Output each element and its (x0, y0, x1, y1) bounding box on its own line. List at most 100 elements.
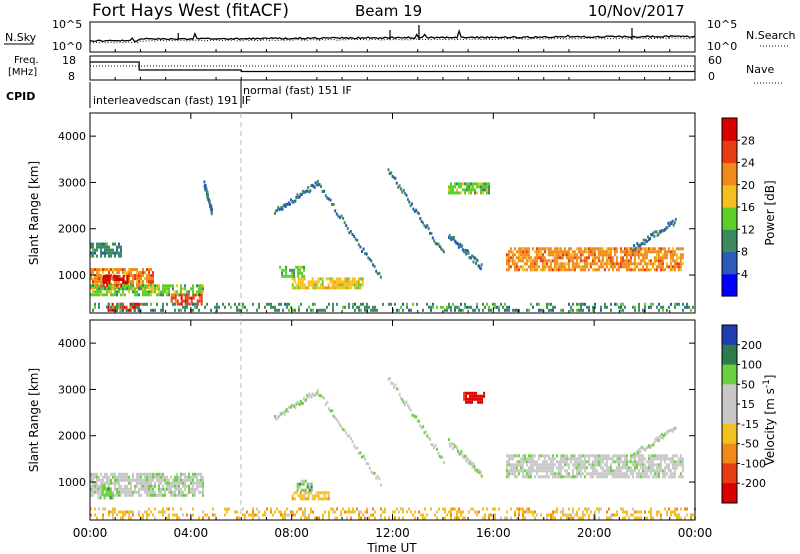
nave-tick-top: 60 (708, 54, 722, 67)
colorbar-swatch (722, 325, 737, 346)
x-tick-label: 04:00 (174, 526, 209, 540)
echo-region (505, 247, 684, 272)
echo-trace (274, 180, 319, 215)
echo-trace (316, 183, 382, 279)
colorbar-tick-label: -15 (741, 418, 759, 431)
colorbar-tick-label: 28 (741, 134, 755, 147)
colorbar-tick-label: 8 (741, 246, 748, 259)
echo-region (90, 507, 696, 520)
colorbar-swatch (722, 423, 737, 445)
time-axis: 00:00 04:00 08:00 12:00 16:00 20:00 00:00 (73, 49, 713, 540)
y-tick-label: 3000 (58, 383, 86, 396)
power-panel-bg (90, 113, 695, 313)
nsearch-label: N.Search (746, 29, 796, 42)
freq-panel-frame (89, 55, 696, 81)
nsky-label: N.Sky (5, 31, 37, 44)
y-tick-label: 1000 (58, 476, 86, 489)
nsky-tick-bottom: 10^0 (52, 40, 82, 53)
freq-trace (90, 61, 695, 73)
x-tick-label: 00:00 (678, 526, 713, 540)
echo-region (102, 275, 129, 287)
colorbar-swatch (722, 273, 737, 297)
nave-label: Nave (746, 63, 774, 76)
colorbar-swatch (722, 207, 737, 230)
x-tick-label: 16:00 (476, 526, 511, 540)
colorbar-tick-label: 16 (741, 201, 755, 214)
colorbar-swatch (722, 140, 737, 164)
colorbar-swatch (722, 483, 737, 504)
date-label: 10/Nov/2017 (588, 2, 685, 20)
echo-region (291, 277, 364, 290)
x-tick-label: 08:00 (274, 526, 309, 540)
colorbar-tick-label: -50 (741, 438, 759, 451)
colorbar-swatch (722, 364, 737, 385)
echo-region (291, 491, 330, 501)
echo-region (279, 265, 306, 278)
velocity-colorbar-label: Velocity [m s-1] (762, 375, 777, 466)
echo-trace (632, 218, 677, 253)
nsky-series (89, 28, 696, 42)
colorbar-tick-label: 24 (741, 157, 755, 170)
x-tick-label: 20:00 (577, 526, 612, 540)
colorbar-swatch (722, 443, 737, 464)
colorbar-swatch (722, 384, 737, 405)
echo-region (90, 242, 122, 258)
cpid-entry-interleaved: interleavedscan (fast) 191 IF (93, 94, 251, 107)
echo-region (505, 454, 684, 479)
echo-trace (274, 388, 319, 421)
echo-region (92, 302, 694, 312)
colorbar-tick-label: 100 (741, 359, 762, 372)
power-colorbar: 4 8 12 16 20 24 28 (721, 117, 755, 297)
colorbar-tick-label: -200 (741, 477, 766, 490)
y-tick-label: 2000 (58, 223, 86, 236)
echo-region (97, 484, 114, 500)
y-tick-label: 2000 (58, 430, 86, 443)
colorbar-tick-label: -100 (741, 457, 766, 470)
y-tick-label: 3000 (58, 176, 86, 189)
power-heatmap (90, 168, 694, 312)
freq-series (90, 61, 695, 73)
power-y-axis: 1000 2000 3000 4000 (58, 130, 695, 282)
nsearch-tick-top: 10^5 (707, 18, 737, 31)
nave-tick-bottom: 0 (708, 70, 715, 83)
colorbar-swatch (722, 162, 737, 186)
cpid-entry-normal: normal (fast) 151 IF (243, 84, 352, 97)
velocity-panel-bg (90, 320, 695, 520)
colorbar-tick-label: 4 (741, 268, 748, 281)
colorbar-tick-label: 12 (741, 223, 755, 236)
echo-region (296, 479, 313, 492)
colorbar-swatch (722, 344, 737, 366)
freq-tick-bottom: 8 (68, 70, 75, 83)
nsky-tick-top: 10^5 (52, 18, 82, 31)
echo-trace (387, 377, 445, 465)
cpid-label: CPID (6, 90, 35, 103)
colorbar-tick-label: 50 (741, 378, 755, 391)
colorbar-tick-label: 15 (741, 398, 755, 411)
colorbar-swatch (722, 463, 737, 484)
velocity-y-axis-label: Slant Range [km] (27, 368, 41, 472)
colorbar-frame (721, 324, 738, 504)
echo-trace (448, 234, 483, 271)
colorbar-swatch (722, 404, 737, 425)
y-tick-label: 1000 (58, 269, 86, 282)
echo-trace (632, 426, 677, 459)
colorbar-tick-label: 200 (741, 339, 762, 352)
echo-trace (448, 438, 483, 478)
colorbar-swatch (722, 251, 737, 275)
echo-region (463, 391, 486, 404)
y-tick-label: 4000 (58, 337, 86, 350)
power-y-axis-label: Slant Range [km] (27, 161, 41, 265)
echo-trace (203, 180, 213, 216)
x-axis-label: Time UT (366, 541, 417, 554)
nsky-trace (89, 25, 696, 44)
plot-title: Fort Hays West (fitACF) (92, 1, 289, 21)
velocity-y-axis: 1000 2000 3000 4000 (58, 337, 695, 489)
freq-label: Freq. (14, 55, 39, 66)
power-colorbar-label: Power [dB] (763, 180, 777, 245)
colorbar-swatch (722, 184, 737, 208)
velocity-colorbar: 200 100 50 15 -15 -50 -100 -200 (721, 324, 766, 504)
colorbar-tick-label: 20 (741, 179, 755, 192)
nsky-panel-frame (89, 21, 696, 53)
echo-region (448, 182, 490, 195)
